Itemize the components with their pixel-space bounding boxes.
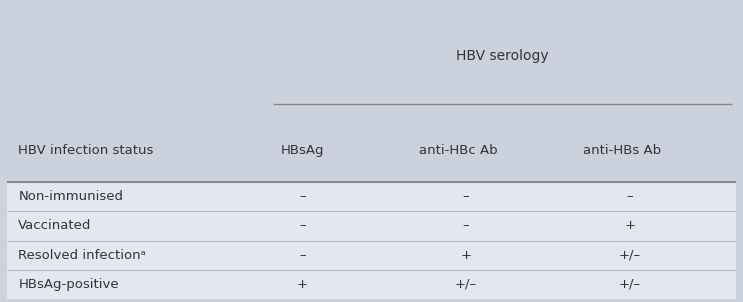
Text: HBV infection status: HBV infection status [19,144,154,158]
Text: HBsAg: HBsAg [281,144,324,158]
Text: HBV serology: HBV serology [456,49,549,63]
Text: +/–: +/– [619,249,641,262]
Text: +: + [296,278,308,291]
Bar [7,182,736,299]
Text: Non-immunised: Non-immunised [19,190,123,203]
Text: anti-HBc Ab: anti-HBc Ab [419,144,498,158]
Text: –: – [299,249,305,262]
Text: +: + [624,220,635,233]
Text: +/–: +/– [455,278,477,291]
Text: –: – [299,190,305,203]
Text: HBsAg-positive: HBsAg-positive [19,278,119,291]
Text: –: – [626,190,633,203]
Text: –: – [463,220,470,233]
Text: +/–: +/– [619,278,641,291]
Text: Resolved infectionᵃ: Resolved infectionᵃ [19,249,146,262]
Text: anti-HBs Ab: anti-HBs Ab [583,144,661,158]
Text: +: + [461,249,472,262]
Text: –: – [299,220,305,233]
Text: –: – [463,190,470,203]
Text: Vaccinated: Vaccinated [19,220,91,233]
